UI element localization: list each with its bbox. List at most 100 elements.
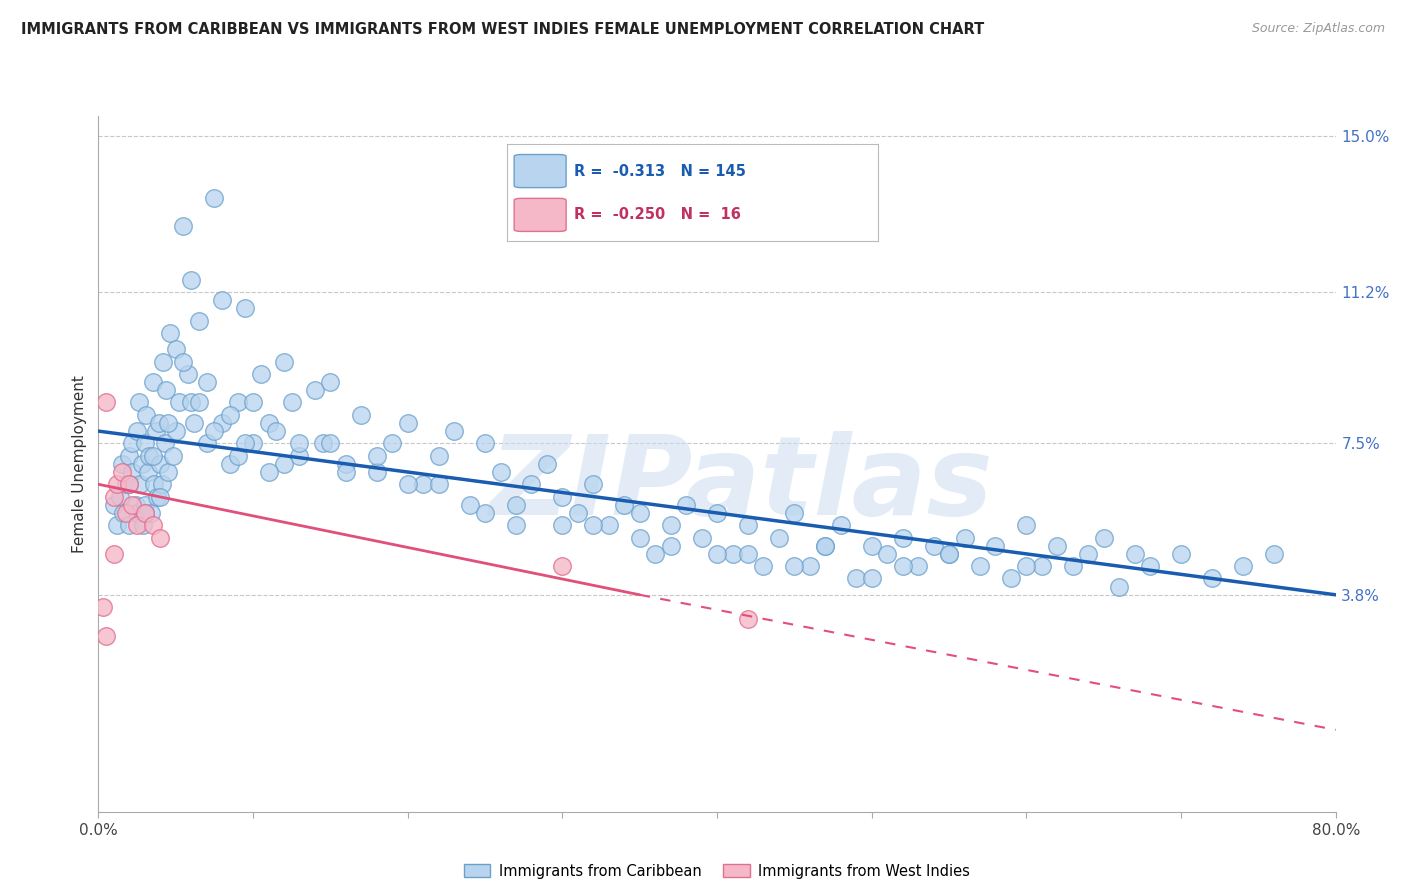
Point — [165, 343, 187, 357]
Point — [134, 498, 156, 512]
Point — [273, 457, 295, 471]
Point — [582, 518, 605, 533]
Point — [1263, 547, 1285, 561]
Point — [91, 600, 114, 615]
Point — [1077, 547, 1099, 561]
Point — [111, 465, 134, 479]
Point — [675, 498, 697, 512]
Point — [396, 477, 419, 491]
Point — [257, 416, 280, 430]
Point — [706, 506, 728, 520]
Point — [180, 273, 202, 287]
Point — [891, 531, 914, 545]
Point — [266, 424, 288, 438]
Point — [1123, 547, 1146, 561]
Point — [226, 395, 249, 409]
Point — [737, 547, 759, 561]
Point — [157, 465, 180, 479]
Point — [814, 539, 837, 553]
Point — [103, 490, 125, 504]
Point — [149, 457, 172, 471]
Point — [366, 449, 388, 463]
Point — [319, 436, 342, 450]
Point — [136, 465, 159, 479]
Point — [145, 424, 167, 438]
Point — [204, 191, 226, 205]
Point — [474, 436, 496, 450]
Point — [969, 559, 991, 574]
Point — [105, 477, 128, 491]
Point — [273, 354, 295, 368]
Point — [752, 559, 775, 574]
Point — [142, 518, 165, 533]
Point — [118, 449, 141, 463]
Point — [690, 531, 713, 545]
Point — [211, 416, 233, 430]
Point — [1046, 539, 1069, 553]
Point — [613, 498, 636, 512]
Point — [845, 571, 868, 585]
Point — [219, 457, 242, 471]
Point — [127, 506, 149, 520]
Point — [257, 465, 280, 479]
Point — [737, 612, 759, 626]
Point — [211, 293, 233, 307]
Point — [177, 367, 200, 381]
Point — [536, 457, 558, 471]
Point — [124, 498, 146, 512]
Point — [195, 375, 218, 389]
Point — [173, 219, 195, 234]
Point — [443, 424, 465, 438]
Point — [165, 424, 187, 438]
Point — [628, 506, 651, 520]
Point — [319, 375, 342, 389]
Point — [1232, 559, 1254, 574]
Point — [142, 449, 165, 463]
Point — [121, 498, 143, 512]
Point — [121, 436, 143, 450]
Point — [1092, 531, 1115, 545]
Point — [1170, 547, 1192, 561]
Point — [159, 326, 181, 340]
Point — [335, 457, 357, 471]
Point — [783, 559, 806, 574]
Point — [984, 539, 1007, 553]
Point — [146, 490, 169, 504]
Point — [938, 547, 960, 561]
Point — [505, 518, 527, 533]
Point — [737, 518, 759, 533]
Point — [551, 518, 574, 533]
Point — [427, 449, 450, 463]
Point — [149, 490, 172, 504]
Point — [173, 354, 195, 368]
Text: IMMIGRANTS FROM CARIBBEAN VS IMMIGRANTS FROM WEST INDIES FEMALE UNEMPLOYMENT COR: IMMIGRANTS FROM CARIBBEAN VS IMMIGRANTS … — [21, 22, 984, 37]
Point — [112, 506, 135, 520]
Point — [922, 539, 945, 553]
Point — [219, 408, 242, 422]
Point — [814, 539, 837, 553]
Point — [505, 498, 527, 512]
Point — [1015, 559, 1038, 574]
Point — [381, 436, 404, 450]
Point — [167, 395, 190, 409]
Point — [226, 449, 249, 463]
Point — [135, 408, 157, 422]
Point — [162, 449, 184, 463]
Point — [628, 531, 651, 545]
Point — [366, 465, 388, 479]
Point — [458, 498, 481, 512]
Point — [567, 506, 589, 520]
Point — [142, 375, 165, 389]
Point — [860, 539, 883, 553]
Point — [134, 436, 156, 450]
Point — [139, 506, 162, 520]
Point — [783, 506, 806, 520]
Point — [489, 465, 512, 479]
Text: ZIPatlas: ZIPatlas — [489, 431, 994, 538]
Point — [938, 547, 960, 561]
Point — [520, 477, 543, 491]
Point — [1201, 571, 1223, 585]
Point — [598, 518, 620, 533]
Point — [131, 457, 153, 471]
Point — [111, 457, 134, 471]
